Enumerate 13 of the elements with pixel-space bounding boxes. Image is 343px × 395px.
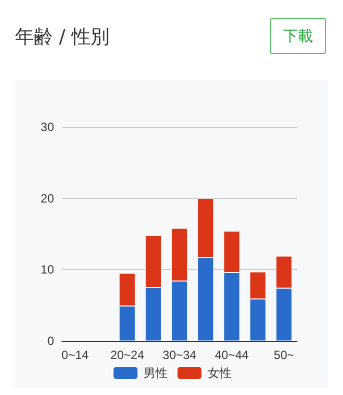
x-tick-label: 50~ <box>274 348 294 362</box>
chart-title: 年齢 / 性別 <box>15 25 110 50</box>
y-tick-label: 30 <box>40 120 54 134</box>
x-tick-label: 0~14 <box>62 348 89 362</box>
legend-label: 女性 <box>208 366 232 380</box>
y-tick-label: 10 <box>40 262 54 277</box>
y-tick-label: 0 <box>47 334 54 348</box>
text: 下載 <box>270 18 326 54</box>
x-tick-label: 30~34 <box>162 348 197 362</box>
x-tick-label: 20~24 <box>110 348 144 362</box>
legend-label: 男性 <box>144 366 168 380</box>
y-tick-label: 20 <box>40 191 54 206</box>
x-tick-label: 40~44 <box>214 348 249 362</box>
